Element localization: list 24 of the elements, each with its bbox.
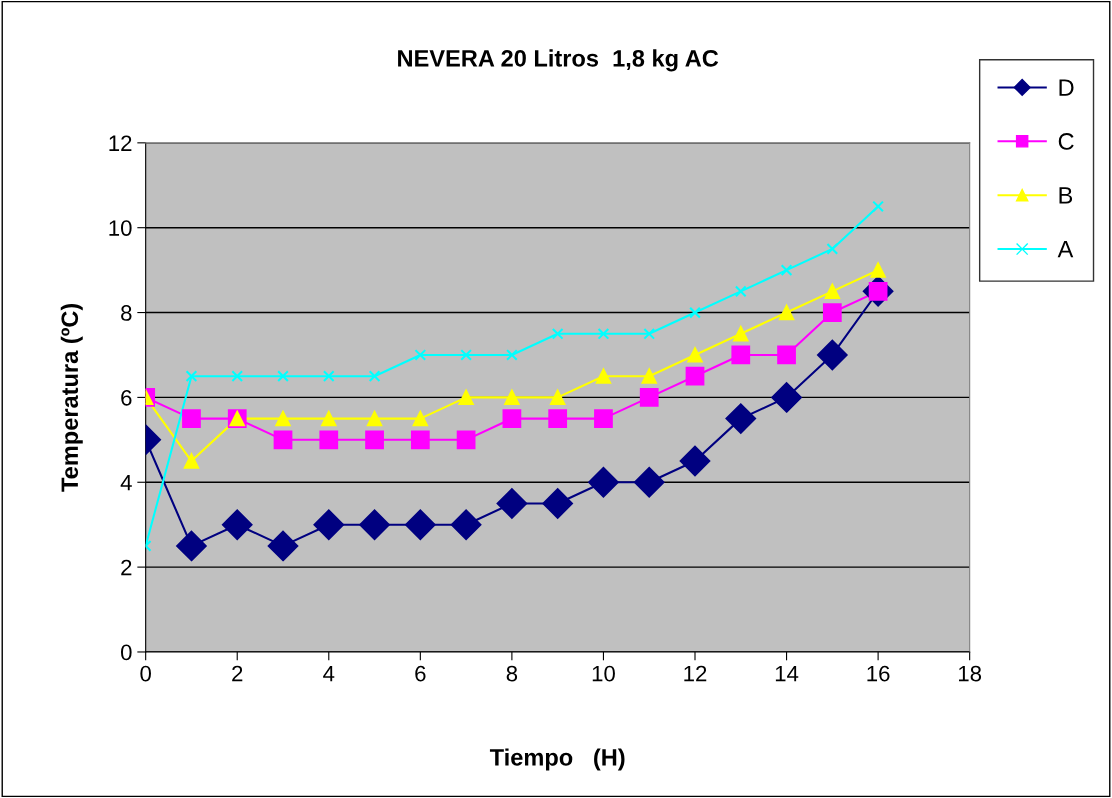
x-tick-label: 8 <box>506 665 518 682</box>
x-tick-label: 18 <box>959 665 982 682</box>
y-tick-label: 2 <box>121 559 132 576</box>
legend-label: D <box>1059 79 1074 96</box>
y-tick-label: 4 <box>120 475 132 491</box>
y-tick-label: 0 <box>120 644 132 661</box>
legend-label: A <box>1057 241 1074 258</box>
chart-title: NEVERA 20 Litros 1,8 kg AC <box>398 49 719 72</box>
y-tick-label: 10 <box>109 220 132 236</box>
x-tick-label: 16 <box>867 665 890 682</box>
y-axis-title: Temperatura (ºC) <box>60 303 83 492</box>
x-tick-label: 6 <box>415 665 426 682</box>
x-tick-label: 4 <box>323 665 335 682</box>
y-tick-label: 8 <box>121 305 132 321</box>
y-tick-label: 6 <box>121 389 132 406</box>
x-tick-label: 2 <box>232 665 243 682</box>
x-tick-label: 0 <box>140 665 151 682</box>
x-tick-label: 10 <box>592 665 615 682</box>
legend-label: B <box>1059 187 1073 204</box>
legend-label: C <box>1058 133 1074 150</box>
x-tick-label: 12 <box>684 665 707 682</box>
x-axis-title: Tiempo (H) <box>489 748 625 771</box>
x-tick-label: 14 <box>775 665 799 682</box>
y-tick-label: 12 <box>109 135 132 151</box>
